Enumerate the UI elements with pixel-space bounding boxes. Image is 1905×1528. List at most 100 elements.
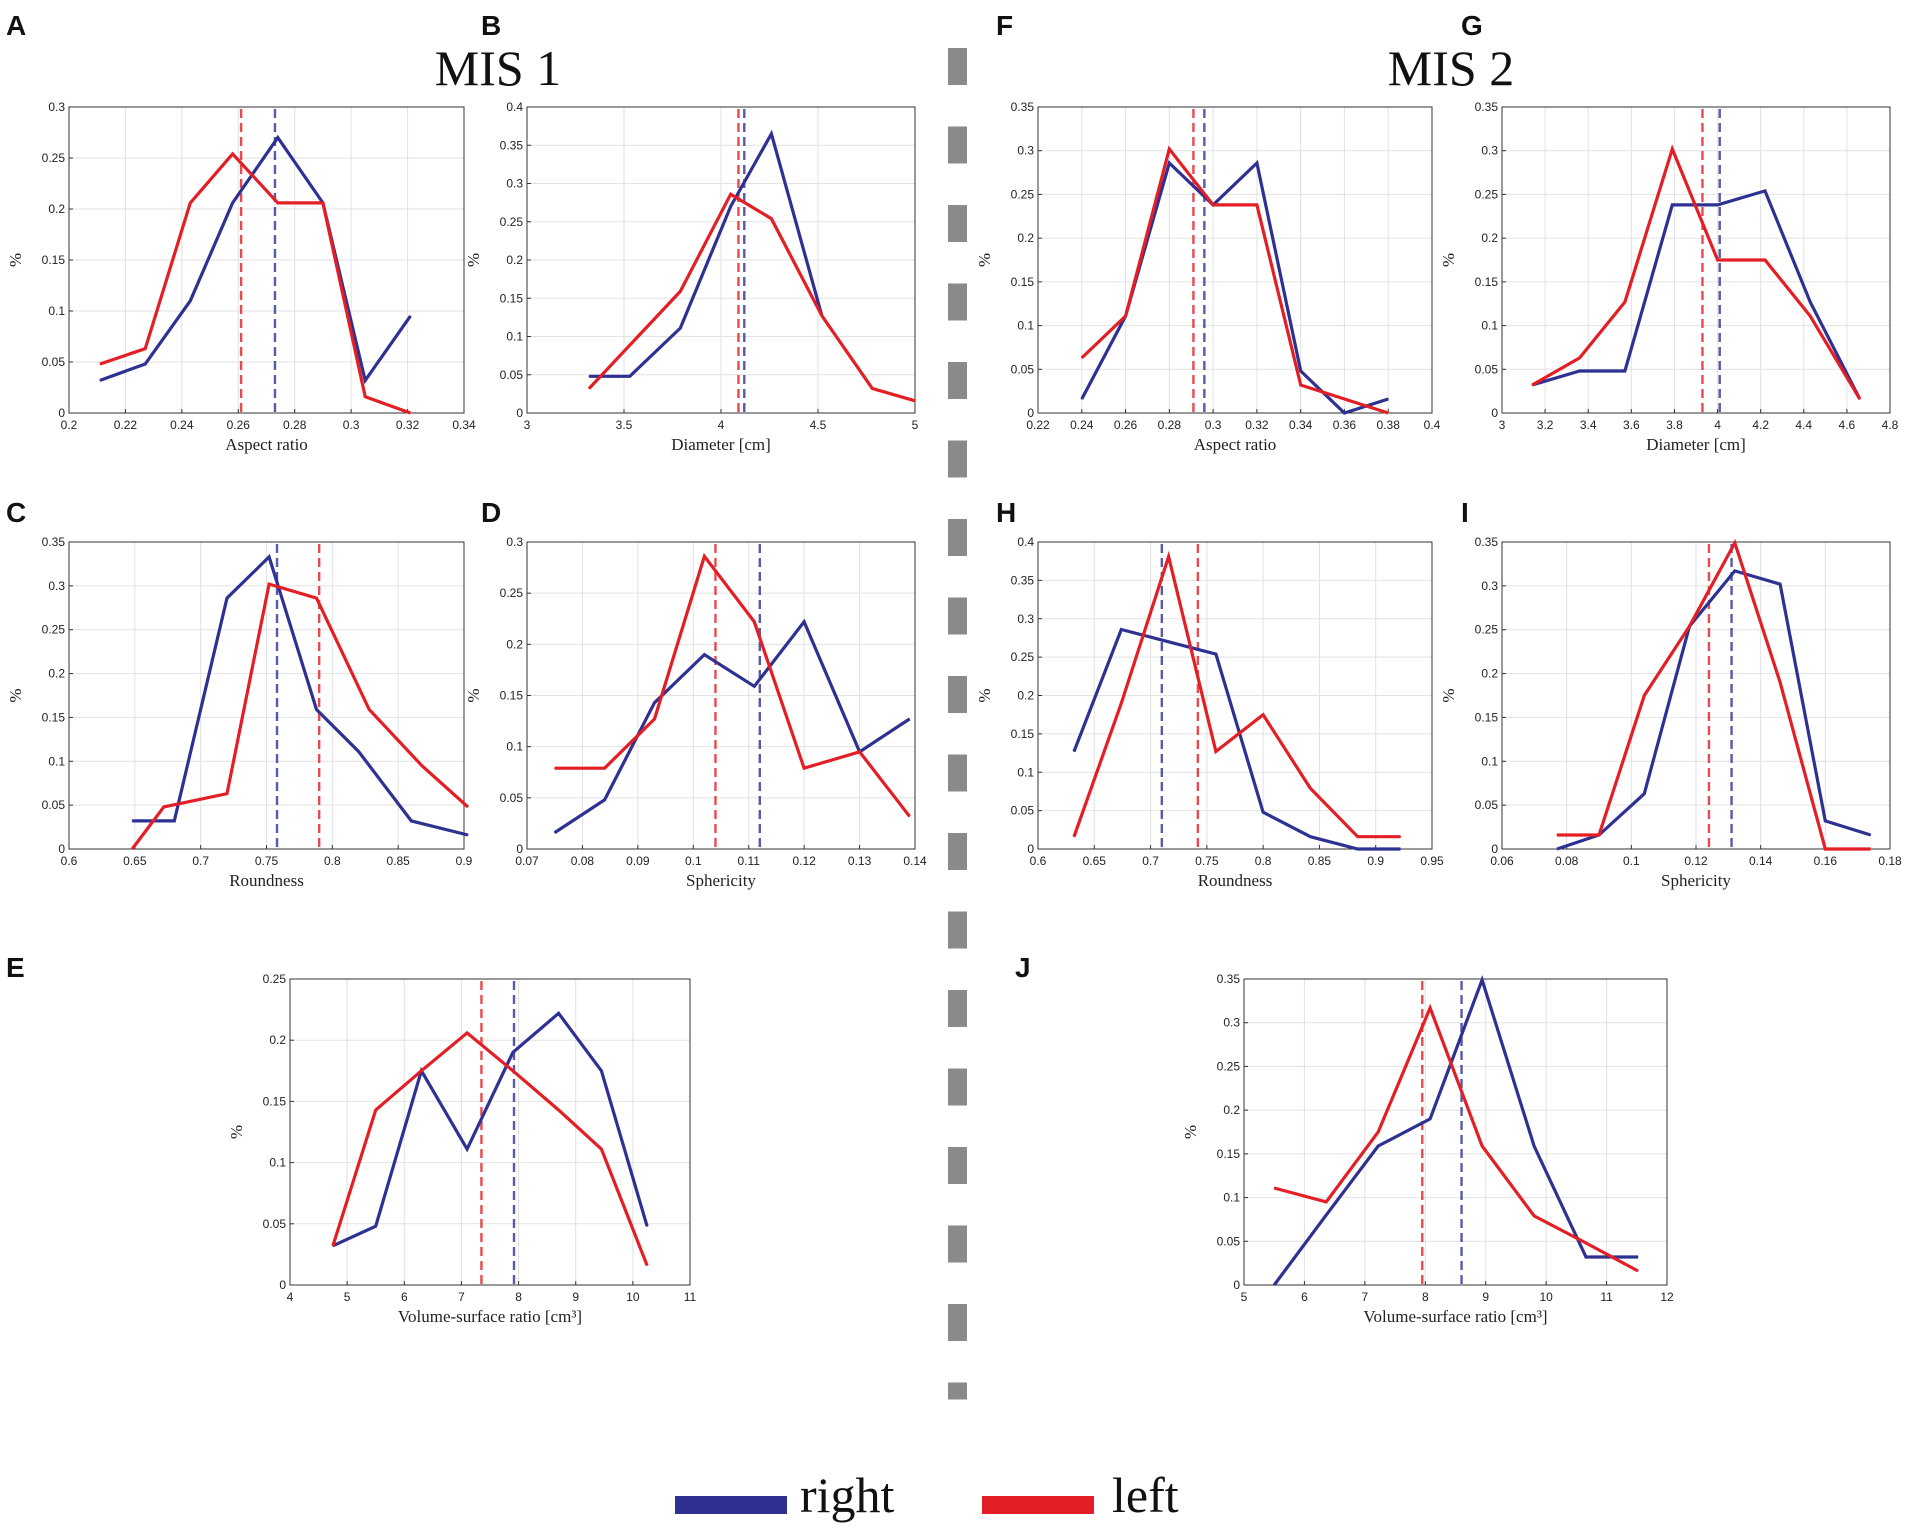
divider-dash	[948, 519, 967, 556]
x-tick-label: 0.32	[1245, 418, 1269, 432]
data-point-right	[1073, 750, 1075, 753]
y-tick-label: 0	[1491, 406, 1498, 420]
data-point-left	[1824, 848, 1826, 850]
data-point-left	[1643, 694, 1645, 697]
data-point-right	[1081, 398, 1083, 400]
plot-frame	[289, 978, 691, 1286]
divider-dash	[948, 283, 967, 321]
y-tick-label: 0.3	[1017, 612, 1034, 626]
data-point-left	[1688, 625, 1691, 627]
x-tick-label: 0.1	[1623, 854, 1640, 868]
y-tick-label: 0.3	[1017, 144, 1034, 158]
y-tick-label: 0.1	[48, 754, 65, 768]
y-tick-label: 0.35	[42, 535, 66, 549]
x-tick-label: 4.5	[810, 418, 827, 432]
x-tick-label: 0.1	[685, 854, 702, 868]
divider-dash	[948, 1382, 967, 1400]
data-point-right	[908, 718, 911, 720]
data-point-left	[144, 348, 146, 350]
y-tick-label: 0.3	[48, 100, 65, 114]
y-tick-label: 0.05	[1475, 362, 1499, 376]
data-point-right	[315, 708, 318, 711]
panel-letter: C	[6, 497, 26, 528]
data-point-right	[99, 379, 101, 381]
chart-a: A 0.2 0.22 0.24 0.26 0.28 0.3 0.32 0.34 0 0.05 0.1 0…	[6, 10, 476, 454]
y-tick-label: 0.25	[1475, 623, 1499, 637]
y-tick-label: 0.3	[1481, 579, 1498, 593]
x-axis-label: Volume-surface ratio [cm³]	[398, 1307, 582, 1326]
data-point-right	[1167, 641, 1170, 643]
y-tick-label: 0.2	[1017, 689, 1034, 703]
x-tick-label: 0.38	[1377, 418, 1401, 432]
data-point-left	[322, 202, 324, 204]
data-point-right	[1579, 370, 1581, 372]
x-tick-label: 10	[626, 1290, 640, 1304]
data-point-right	[1734, 570, 1736, 572]
x-tick-label: 0.11	[737, 854, 760, 868]
x-tick-label: 12	[1660, 1290, 1674, 1304]
data-point-left	[1309, 787, 1312, 789]
y-tick-label: 0.25	[1011, 650, 1035, 664]
y-tick-label: 0.15	[1011, 727, 1035, 741]
x-tick-label: 11	[684, 1290, 697, 1304]
x-tick-label: 4	[718, 418, 725, 432]
data-point-left	[1779, 681, 1781, 683]
chart-j: J 5 6 7 8 9 10 11 12 0 0.05 0.1 0.15 0.2 0.25 0.3 0.35 Vo…	[1015, 952, 1674, 1326]
data-point-right	[375, 1225, 377, 1227]
y-tick-label: 0.15	[1475, 275, 1499, 289]
y-tick-label: 0.2	[269, 1033, 286, 1047]
data-point-right	[554, 832, 556, 834]
x-tick-label: 3.6	[1623, 418, 1640, 432]
data-point-right	[232, 202, 234, 204]
series-line-right	[553, 618, 911, 834]
data-point-left	[1531, 384, 1533, 386]
y-tick-label: 0.25	[1011, 187, 1035, 201]
data-point-left	[1585, 1242, 1587, 1244]
x-axis-label: Diameter [cm]	[671, 435, 771, 454]
data-point-left	[1859, 398, 1861, 400]
data-point-left	[268, 583, 270, 585]
charts-container: A0.2 0.22 0.24 0.26 0.28 0.3 0.32 0.3400.050.10…	[6, 10, 1902, 1326]
data-point-right	[226, 597, 228, 599]
data-point-right	[753, 685, 755, 687]
x-tick-label: 4.4	[1795, 418, 1812, 432]
data-point-left	[557, 1109, 560, 1111]
x-tick-label: 5	[1241, 1290, 1248, 1304]
data-point-right	[703, 653, 705, 656]
data-point-left	[914, 400, 916, 402]
x-tick-label: 0.07	[515, 854, 539, 868]
y-tick-label: 0.2	[1223, 1103, 1240, 1117]
y-tick-label: 0.15	[500, 689, 524, 703]
y-tick-label: 0	[58, 842, 65, 856]
plot-frame	[1501, 106, 1891, 414]
chart-e: E 4 5 6 7 8 9 10 11 0 0.05 0.1 0.15 0.2 0.25 Volume-sur…	[6, 952, 697, 1326]
y-tick-label: 0.2	[506, 253, 523, 267]
y-tick-label: 0.15	[42, 253, 66, 267]
data-point-left	[1429, 1007, 1431, 1009]
x-tick-label: 0.14	[903, 854, 927, 868]
data-point-left	[189, 202, 191, 204]
series-line-left	[331, 1030, 649, 1266]
y-tick-label: 0.2	[1481, 231, 1498, 245]
x-tick-label: 0.9	[456, 854, 473, 868]
y-tick-label: 0.4	[506, 100, 523, 114]
data-point-left	[315, 597, 318, 599]
plot-frame	[1243, 978, 1668, 1286]
x-tick-label: 4	[287, 1290, 294, 1304]
y-axis-label: %	[1439, 688, 1458, 702]
data-point-right	[1387, 398, 1389, 400]
y-tick-label: 0.05	[42, 798, 66, 812]
data-point-left	[512, 1070, 514, 1072]
y-tick-label: 0.05	[263, 1217, 287, 1231]
divider-dash	[948, 362, 967, 399]
chart-g: G 3 3.2 3.4 3.6 3.8 4 4.2 4.4 4.6 4.8 0 0.05 0.1 0.15 0…	[1439, 10, 1899, 454]
x-tick-label: 0.32	[396, 418, 420, 432]
x-tick-label: 0.12	[1684, 854, 1708, 868]
y-axis-label: %	[6, 688, 25, 702]
data-point-left	[653, 718, 656, 720]
y-axis-label: %	[975, 688, 994, 702]
data-point-right	[588, 375, 590, 377]
chart-f: F 0.22 0.24 0.26 0.28 0.3 0.32 0.34 0.36 0.38 0.4 0…	[975, 10, 1441, 454]
y-tick-label: 0	[58, 406, 65, 420]
data-point-right	[1870, 834, 1872, 836]
